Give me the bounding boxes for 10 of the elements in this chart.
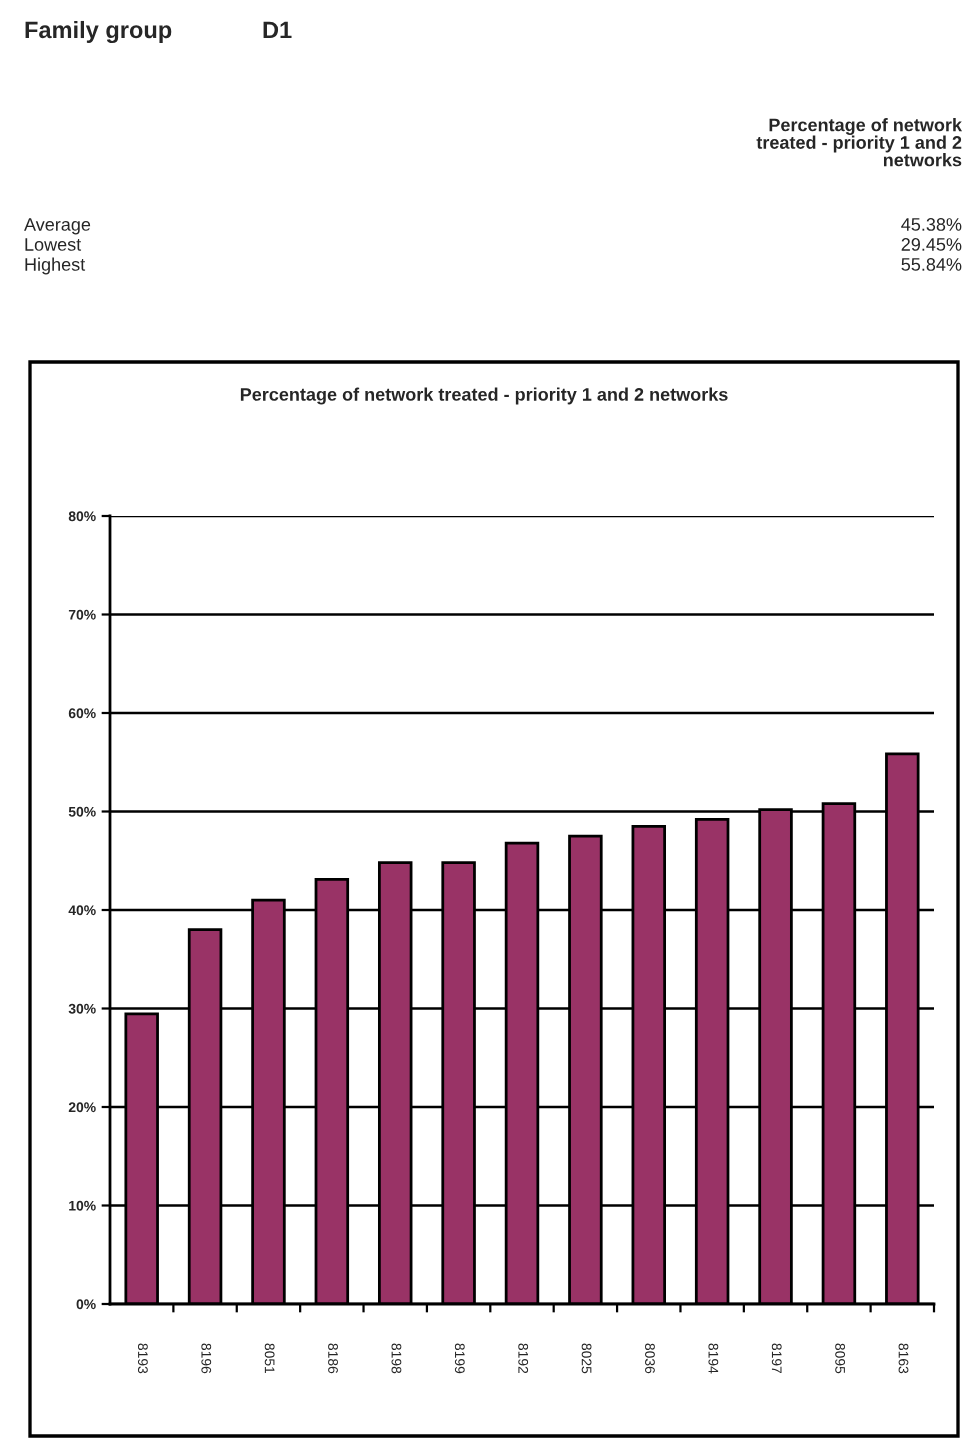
chart-title: Percentage of network treated - priority 1 and 2 networks (240, 387, 728, 405)
text: Highest (25, 257, 86, 275)
text: Percentage of network treated - priority 1 and 2 networks (756, 118, 963, 167)
text: 29.45% (901, 238, 962, 251)
text: Family group (25, 20, 172, 44)
text: Average (24, 218, 91, 235)
text: Lowest (25, 238, 82, 251)
text: 45.38% (901, 218, 962, 231)
text: 55.84% (901, 258, 962, 271)
text: D1 (263, 21, 292, 39)
